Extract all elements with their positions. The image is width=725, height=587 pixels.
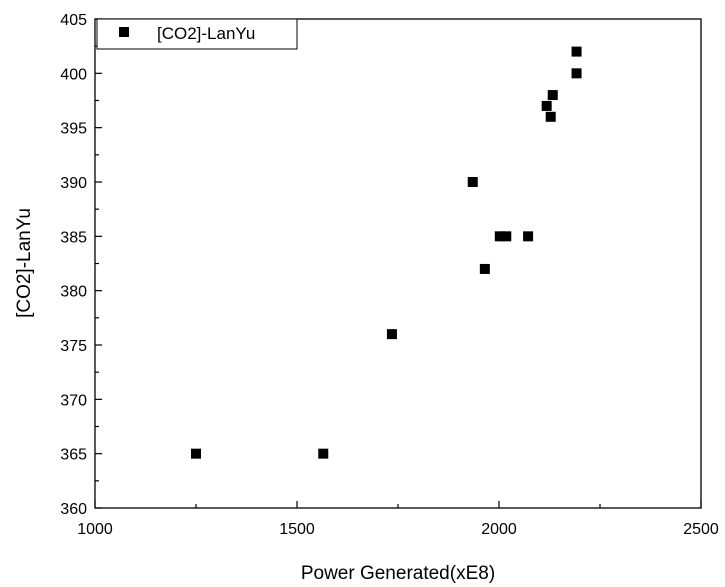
data-point (467, 177, 478, 187)
y-tick-label: 400 (60, 66, 87, 83)
data-point (318, 448, 329, 459)
y-tick-label: 385 (60, 229, 87, 246)
y-tick-label: 360 (60, 501, 87, 518)
y-tick-label: 375 (60, 338, 87, 355)
y-tick-label: 405 (60, 12, 87, 29)
legend-label: [CO2]-LanYu (157, 24, 255, 43)
y-tick-label: 390 (60, 175, 87, 192)
x-tick-label: 1500 (279, 521, 315, 538)
x-axis-title: Power Generated(xE8) (301, 563, 495, 584)
y-tick-label: 395 (60, 121, 87, 138)
y-tick-label: 365 (60, 447, 87, 464)
data-point (545, 111, 556, 122)
y-tick-label: 380 (60, 284, 87, 301)
data-point (494, 231, 505, 242)
data-point (191, 448, 201, 459)
legend-box (96, 18, 298, 50)
y-tick-label: 370 (60, 392, 87, 409)
x-tick-label: 2500 (683, 521, 719, 538)
data-point (501, 231, 512, 242)
plot-area (94, 18, 702, 509)
x-axis-ticks: 1000 1500 2000 2500 (77, 501, 719, 538)
y-axis-title: [CO2]-LanYu (14, 208, 35, 318)
data-point (541, 100, 552, 111)
data-point (386, 329, 397, 340)
data-point (571, 68, 582, 79)
data-markers (191, 46, 582, 459)
x-tick-label: 2000 (481, 521, 517, 538)
x-tick-label: 1000 (77, 521, 113, 538)
data-point (523, 231, 534, 242)
y-axis-ticks: 360 365 370 375 380 385 390 395 400 405 (60, 12, 102, 518)
data-point (571, 46, 582, 57)
legend-marker (119, 27, 129, 37)
data-point (479, 263, 490, 274)
data-point (547, 90, 558, 101)
legend: [CO2]-LanYu (96, 18, 298, 50)
